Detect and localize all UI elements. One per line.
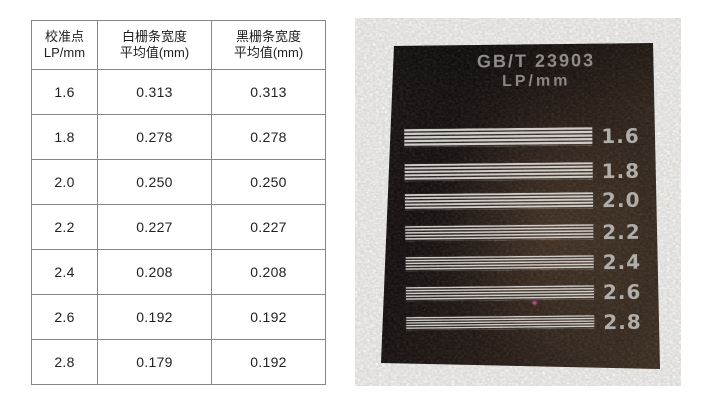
- line-pair-bars: [404, 192, 594, 211]
- col-header-black-bar-width: 黑栅条宽度 平均值(mm): [211, 20, 326, 70]
- line-pair-bars: [404, 162, 593, 182]
- header-text-line: 平均值(mm): [233, 45, 304, 60]
- lp-value-label: 1.8: [601, 158, 641, 183]
- calibration-table: 校准点 LP/mm 白栅条宽度 平均值(mm) 黑栅条宽度 平均值(mm) 1.…: [31, 20, 326, 385]
- table-row: 2.6 0.192 0.192: [31, 294, 326, 340]
- cell-black-width: 0.278: [211, 114, 326, 160]
- cell-lp: 2.8: [31, 339, 98, 385]
- header-text-line: 白栅条宽度: [121, 29, 187, 44]
- lp-value-label: 2.0: [601, 187, 641, 213]
- header-text-line: 校准点: [44, 29, 84, 44]
- header-text-line: 黑栅条宽度: [235, 29, 301, 44]
- cell-black-width: 0.208: [211, 249, 326, 295]
- lp-value-label: 1.6: [601, 123, 640, 149]
- table-row: 2.0 0.250 0.250: [31, 159, 326, 205]
- cell-lp: 2.4: [31, 249, 98, 295]
- cell-black-width: 0.192: [211, 339, 326, 385]
- table-row: 2.4 0.208 0.208: [31, 249, 326, 295]
- header-text-line: 平均值(mm): [119, 45, 190, 60]
- line-pair-bars: [405, 255, 594, 272]
- table-row: 1.6 0.313 0.313: [31, 69, 326, 115]
- cell-white-width: 0.313: [97, 69, 212, 115]
- cell-white-width: 0.192: [97, 294, 212, 340]
- cell-white-width: 0.208: [97, 249, 212, 295]
- pink-artifact-dot: [532, 300, 538, 305]
- lp-value-label: 2.6: [602, 279, 642, 305]
- table-header-row: 校准点 LP/mm 白栅条宽度 平均值(mm) 黑栅条宽度 平均值(mm): [31, 20, 326, 70]
- plate-content: GB/T 23903 LP/mm 1.6 1.8 2.0 2.2 2.4 2.6 2.8: [381, 43, 660, 369]
- line-pair-bars: [405, 285, 595, 302]
- lp-value-label: 2.8: [603, 309, 642, 334]
- calibration-target-photo: GB/T 23903 LP/mm 1.6 1.8 2.0 2.2 2.4 2.6 2.8: [355, 18, 681, 386]
- col-header-calibration-point: 校准点 LP/mm: [31, 20, 98, 70]
- cell-black-width: 0.313: [211, 69, 326, 115]
- cell-white-width: 0.179: [97, 339, 212, 385]
- line-pair-bars: [405, 224, 594, 242]
- lp-group: 2.0: [404, 188, 641, 212]
- lp-group: 2.6: [405, 280, 642, 304]
- lp-value-label: 2.2: [602, 219, 641, 244]
- calibration-table-body: 1.6 0.313 0.313 1.8 0.278 0.278 2.0 0.250 0.250 2…: [31, 69, 326, 385]
- table-row: 1.8 0.278 0.278: [31, 114, 326, 160]
- cell-lp: 2.2: [31, 204, 98, 250]
- cell-black-width: 0.192: [211, 294, 326, 340]
- line-pair-bars: [404, 127, 593, 148]
- header-text-line: LP/mm: [43, 45, 86, 60]
- cell-lp: 1.6: [31, 69, 98, 115]
- cell-lp: 2.0: [31, 159, 98, 205]
- lp-group: 1.6: [404, 123, 640, 149]
- col-header-white-bar-width: 白栅条宽度 平均值(mm): [97, 20, 212, 70]
- lp-group: 2.2: [405, 219, 641, 244]
- lp-group: 1.8: [404, 158, 640, 183]
- table-row: 2.8 0.179 0.192: [31, 339, 326, 385]
- line-pair-bars: [406, 315, 595, 331]
- table-row: 2.2 0.227 0.227: [31, 204, 326, 250]
- cell-black-width: 0.250: [211, 159, 326, 205]
- lp-group: 2.8: [406, 309, 642, 334]
- cell-black-width: 0.227: [211, 204, 326, 250]
- cell-white-width: 0.250: [97, 159, 212, 205]
- lp-value-label: 2.4: [602, 249, 642, 275]
- cell-white-width: 0.227: [97, 204, 212, 250]
- lp-groups: 1.6 1.8 2.0 2.2 2.4 2.6 2.8: [381, 43, 660, 369]
- cell-white-width: 0.278: [97, 114, 212, 160]
- cell-lp: 2.6: [31, 294, 98, 340]
- cell-lp: 1.8: [31, 114, 98, 160]
- lp-group: 2.4: [405, 250, 641, 274]
- calibration-plate: GB/T 23903 LP/mm 1.6 1.8 2.0 2.2 2.4 2.6 2.8: [381, 43, 660, 369]
